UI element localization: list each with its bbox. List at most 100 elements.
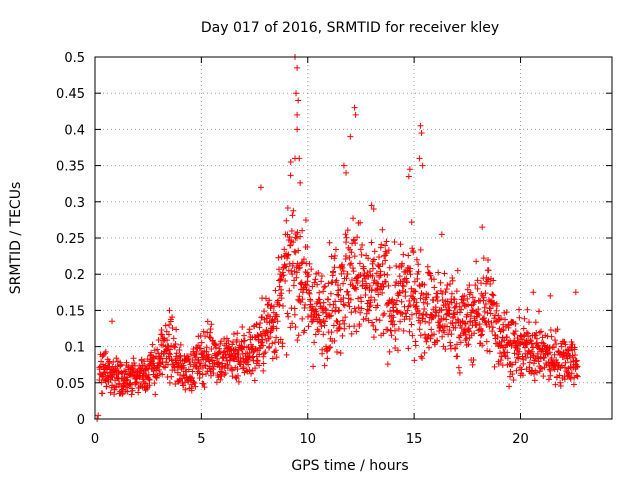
data-point: [246, 350, 253, 357]
data-point: [572, 289, 579, 296]
data-point: [201, 353, 208, 360]
data-point: [272, 287, 279, 294]
data-point: [379, 289, 386, 296]
data-point: [217, 376, 224, 383]
data-point: [475, 306, 482, 313]
data-point: [172, 381, 179, 388]
data-point: [148, 349, 155, 356]
data-point: [343, 169, 350, 176]
data-point: [288, 228, 295, 235]
data-point: [487, 305, 494, 312]
data-point: [95, 412, 102, 419]
data-point: [522, 354, 529, 361]
data-point: [477, 332, 484, 339]
data-point: [438, 307, 445, 314]
data-point: [398, 298, 405, 305]
data-point: [287, 172, 294, 179]
data-point: [190, 378, 197, 385]
x-axis-title: GPS time / hours: [291, 458, 408, 474]
data-point: [362, 292, 369, 299]
data-point: [309, 317, 316, 324]
data-point: [328, 312, 335, 319]
data-point: [373, 270, 380, 277]
data-point: [277, 277, 284, 284]
data-point: [490, 292, 497, 299]
data-point: [437, 287, 444, 294]
data-point: [213, 344, 220, 351]
data-point: [485, 267, 492, 274]
data-point: [435, 269, 442, 276]
data-point: [316, 289, 323, 296]
data-point: [276, 266, 283, 273]
data-point: [415, 268, 422, 275]
data-point: [246, 329, 253, 336]
data-point: [140, 376, 147, 383]
data-point: [457, 309, 464, 316]
data-point: [311, 339, 318, 346]
data-point: [123, 377, 130, 384]
data-point: [129, 365, 136, 372]
data-point: [347, 133, 354, 140]
data-point: [448, 299, 455, 306]
data-point: [439, 296, 446, 303]
data-point: [546, 366, 553, 373]
data-point: [385, 282, 392, 289]
data-point: [191, 380, 198, 387]
data-point: [320, 288, 327, 295]
data-point: [567, 359, 574, 366]
data-point: [405, 345, 412, 352]
data-point: [371, 256, 378, 263]
data-point: [532, 319, 539, 326]
data-point: [297, 280, 304, 287]
data-point: [477, 297, 484, 304]
data-point: [259, 336, 266, 343]
data-point: [391, 238, 398, 245]
data-point: [393, 297, 400, 304]
tick-labels: 0 0.05 0.1 0.15 0.2 0.25 0.3 0.35 0.4 0.45 0.5 0 5 10…: [56, 51, 529, 447]
data-point: [260, 353, 267, 360]
data-point: [493, 303, 500, 310]
data-point: [274, 318, 281, 325]
data-point: [505, 322, 512, 329]
data-point: [447, 281, 454, 288]
data-point: [306, 290, 313, 297]
data-point: [237, 354, 244, 361]
data-point: [554, 326, 561, 333]
data-point: [408, 219, 415, 226]
data-point: [379, 226, 386, 233]
data-point: [143, 365, 150, 372]
data-point: [146, 361, 153, 368]
data-point: [331, 264, 338, 271]
data-point: [346, 254, 353, 261]
data-point: [203, 344, 210, 351]
data-point: [296, 264, 303, 271]
data-point: [540, 373, 547, 380]
data-point: [421, 281, 428, 288]
data-point: [133, 379, 140, 386]
data-point: [363, 280, 370, 287]
data-point: [551, 351, 558, 358]
data-point: [446, 327, 453, 334]
data-point: [279, 269, 286, 276]
data-point: [516, 314, 523, 321]
data-point: [146, 377, 153, 384]
data-point: [376, 253, 383, 260]
data-point: [222, 370, 229, 377]
data-point: [408, 321, 415, 328]
data-point: [164, 337, 171, 344]
data-point: [285, 313, 292, 320]
y-tick-label: 0.05: [56, 377, 85, 392]
data-point: [532, 332, 539, 339]
data-point: [121, 368, 128, 375]
data-point: [442, 302, 449, 309]
data-point: [332, 246, 339, 253]
data-point: [293, 235, 300, 242]
data-point: [467, 318, 474, 325]
data-point: [269, 340, 276, 347]
data-point: [330, 322, 337, 329]
data-point: [167, 351, 174, 358]
data-point: [296, 293, 303, 300]
data-point: [512, 328, 519, 335]
data-point: [327, 344, 334, 351]
data-point: [431, 276, 438, 283]
